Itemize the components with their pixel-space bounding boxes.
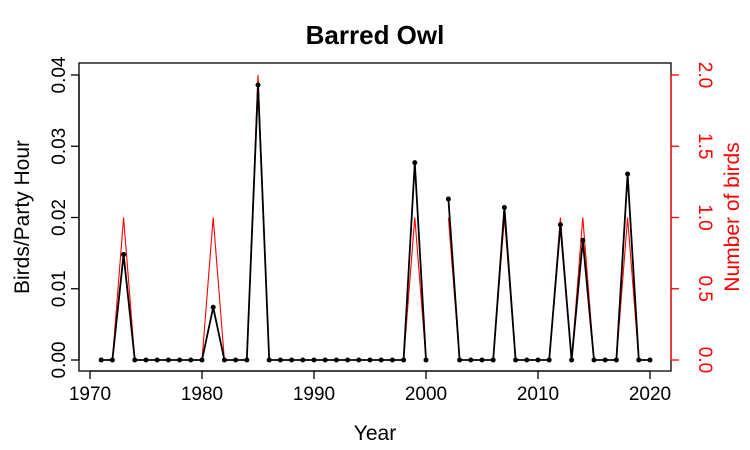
- data-point: [468, 357, 474, 363]
- y-right-tick-label: 1.0: [694, 204, 715, 230]
- data-point: [210, 304, 216, 310]
- data-point: [154, 357, 160, 363]
- data-point: [479, 357, 485, 363]
- y-left-tick-label: 0.02: [49, 199, 70, 236]
- y-left-tick-label: 0.03: [49, 128, 70, 165]
- data-point: [423, 357, 429, 363]
- data-point: [457, 357, 463, 363]
- y-right-tick-label: 2.0: [694, 62, 715, 88]
- series-line-birds-per-party-hour: [101, 84, 427, 361]
- data-point: [401, 357, 407, 363]
- y-right-tick-label: 1.5: [694, 133, 715, 159]
- data-point: [109, 357, 115, 363]
- y-axis-right-label: Number of birds: [721, 142, 744, 291]
- data-point: [557, 222, 563, 228]
- series-birds-per-party-hour: [98, 82, 653, 363]
- x-tick-label: 1990: [293, 384, 335, 405]
- data-point: [367, 357, 373, 363]
- y-left-tick-label: 0.00: [49, 342, 70, 379]
- data-point: [625, 171, 631, 177]
- data-point: [636, 357, 642, 363]
- data-point: [199, 357, 205, 363]
- x-tick-label: 2010: [517, 384, 559, 405]
- data-point: [524, 357, 530, 363]
- data-point: [602, 357, 608, 363]
- data-point: [412, 160, 418, 166]
- data-point: [356, 357, 362, 363]
- data-point: [98, 357, 104, 363]
- x-tick-label: 1980: [181, 384, 223, 405]
- y-right-tick-label: 0.0: [694, 347, 715, 373]
- data-point: [233, 357, 239, 363]
- data-point: [121, 252, 127, 258]
- y-left-tick-label: 0.04: [49, 56, 70, 93]
- data-point: [345, 357, 351, 363]
- data-point: [378, 357, 384, 363]
- x-tick-label: 1970: [69, 384, 111, 405]
- x-tick-label: 2020: [629, 384, 671, 405]
- y-axis-left-label: Birds/Party Hour: [11, 140, 34, 294]
- data-point: [613, 357, 619, 363]
- data-point: [188, 357, 194, 363]
- data-point: [165, 357, 171, 363]
- data-point: [389, 357, 395, 363]
- data-point: [569, 357, 575, 363]
- data-point: [445, 196, 451, 202]
- y-right-tick-label: 0.5: [694, 276, 715, 302]
- data-point: [277, 357, 283, 363]
- plot-frame: [78, 62, 672, 372]
- data-point: [311, 357, 317, 363]
- y-left-tick-label: 0.01: [49, 270, 70, 307]
- data-point: [546, 357, 552, 363]
- x-axis-label: Year: [354, 422, 396, 445]
- data-point: [255, 82, 261, 88]
- data-point: [501, 205, 507, 211]
- y-axis-left: 0.00 0.01 0.02 0.03 0.04: [49, 56, 80, 379]
- data-point: [132, 357, 138, 363]
- data-point: [244, 357, 250, 363]
- data-point: [333, 357, 339, 363]
- data-point: [322, 357, 328, 363]
- data-point: [513, 357, 519, 363]
- series-line-number-of-birds: [447, 217, 650, 361]
- series-line-birds-per-party-hour: [447, 173, 650, 361]
- data-point: [535, 357, 541, 363]
- x-tick-label: 2000: [405, 384, 447, 405]
- y-axis-right: 0.0 0.5 1.0 1.5 2.0: [670, 62, 715, 373]
- data-point: [580, 237, 586, 243]
- data-point: [591, 357, 597, 363]
- data-point: [221, 357, 227, 363]
- data-point: [289, 357, 295, 363]
- chart-title: Barred Owl: [306, 20, 445, 50]
- data-point: [490, 357, 496, 363]
- data-point: [266, 357, 272, 363]
- data-point: [300, 357, 306, 363]
- data-point: [177, 357, 183, 363]
- data-point: [647, 357, 653, 363]
- data-point: [143, 357, 149, 363]
- x-axis: 1970 1980 1990 2000 2010 2020: [69, 370, 671, 405]
